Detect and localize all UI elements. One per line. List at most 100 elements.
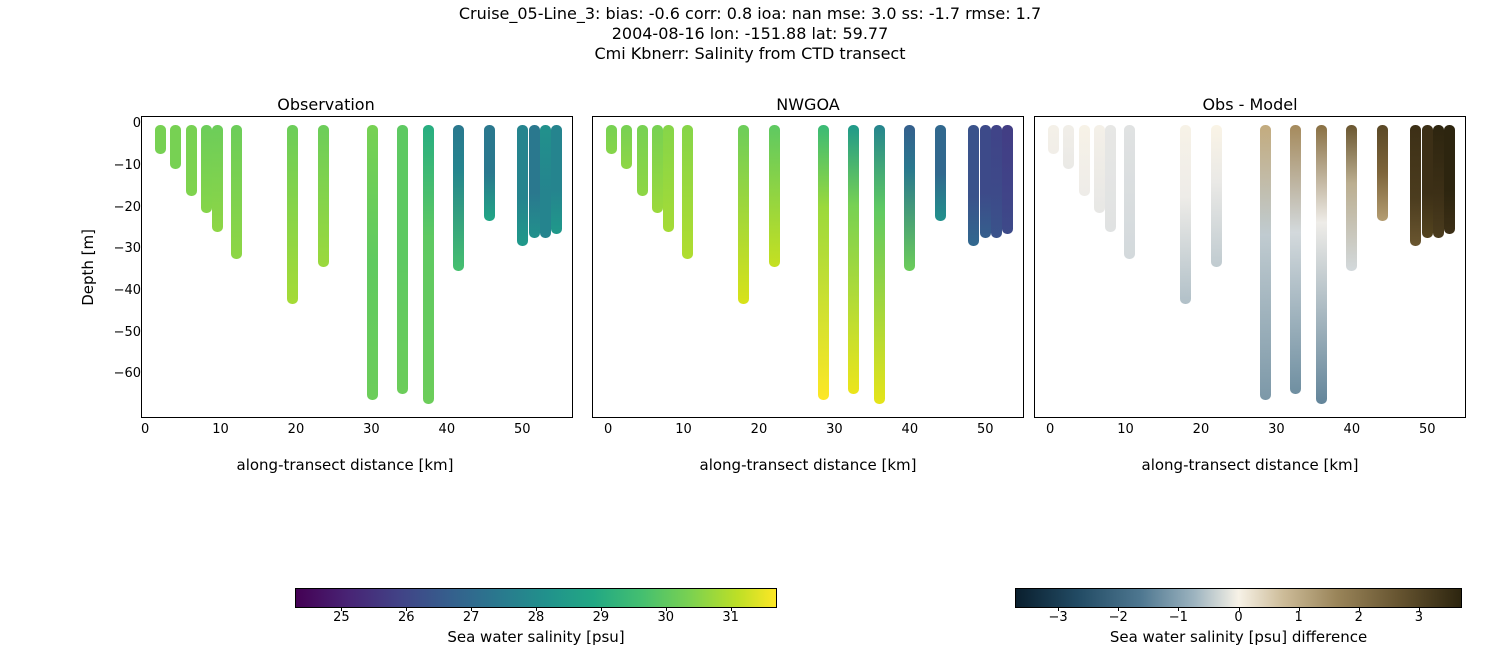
ctd-profile (968, 125, 979, 246)
x-tick-label: 50 (514, 422, 531, 437)
colorbar-label: Sea water salinity [psu] difference (1110, 628, 1367, 646)
ctd-profile (423, 125, 434, 404)
ctd-profile (551, 125, 562, 233)
ctd-profile (287, 125, 298, 304)
colorbar-tick-label: 25 (333, 610, 350, 625)
ctd-profile (186, 125, 197, 196)
colorbar-ticks: −3−2−10123 (1016, 610, 1461, 626)
x-tick-label: 50 (977, 422, 994, 437)
ctd-profile (621, 125, 632, 169)
colorbar-tick-label: 2 (1355, 610, 1363, 625)
y-tick-label: −10 (114, 158, 141, 173)
colorbar-tick-label: −1 (1169, 610, 1188, 625)
ctd-profile (606, 125, 617, 154)
y-axis-label: Depth [m] (79, 229, 97, 306)
colorbar-1: −3−2−10123Sea water salinity [psu] diffe… (1015, 588, 1462, 646)
x-tick-label: 30 (363, 422, 380, 437)
ctd-profile (818, 125, 829, 400)
ctd-profile (980, 125, 991, 238)
ctd-profile (904, 125, 915, 271)
ctd-profile (1260, 125, 1271, 400)
x-tick-label: 0 (141, 422, 149, 437)
colorbar-gradient (295, 588, 777, 608)
ctd-profile (848, 125, 859, 394)
x-axis-ticks: 01020304050 (593, 422, 1023, 438)
ctd-profile (1316, 125, 1327, 404)
colorbar-tick-label: 29 (593, 610, 610, 625)
panel-row: ObservationDepth [m]0−10−20−30−40−50−600… (70, 95, 1466, 474)
ctd-profile (397, 125, 408, 394)
colorbar-tick-label: −3 (1049, 610, 1068, 625)
x-tick-label: 30 (1268, 422, 1285, 437)
ctd-profile (367, 125, 378, 400)
x-tick-label: 40 (1344, 422, 1361, 437)
ctd-profile (1346, 125, 1357, 271)
ctd-profile (769, 125, 780, 267)
ctd-profile (1211, 125, 1222, 267)
plot-area (592, 116, 1024, 418)
ctd-profile (231, 125, 242, 258)
x-axis-ticks: 01020304050 (1035, 422, 1465, 438)
figure-title: Cruise_05-Line_3: bias: -0.6 corr: 0.8 i… (0, 4, 1500, 64)
x-tick-label: 50 (1419, 422, 1436, 437)
ctd-profile (935, 125, 946, 221)
colorbar-tick-label: 30 (657, 610, 674, 625)
colorbar-0: 25262728293031Sea water salinity [psu] (295, 588, 777, 646)
y-tick-label: 0 (133, 116, 141, 131)
colorbar-tick-label: 28 (528, 610, 545, 625)
panel-title: Obs - Model (1202, 95, 1297, 114)
colorbar-tick-label: 3 (1415, 610, 1423, 625)
colorbar-tick-label: 1 (1294, 610, 1302, 625)
x-tick-label: 10 (675, 422, 692, 437)
ctd-profile (484, 125, 495, 221)
ctd-profile (1048, 125, 1059, 154)
y-tick-label: −30 (114, 241, 141, 256)
ctd-profile (637, 125, 648, 196)
ctd-profile (453, 125, 464, 271)
plot-area (141, 116, 573, 418)
ctd-profile (318, 125, 329, 267)
ctd-profile (155, 125, 166, 154)
plot-area (1034, 116, 1466, 418)
ctd-profile (682, 125, 693, 258)
ctd-profile (1094, 125, 1105, 213)
y-tick-label: −50 (114, 325, 141, 340)
panel-1: NWGOA01020304050along-transect distance … (592, 95, 1024, 474)
ctd-profile (652, 125, 663, 213)
x-tick-label: 30 (826, 422, 843, 437)
y-tick-label: −20 (114, 200, 141, 215)
x-axis-ticks: 01020304050 (130, 422, 560, 438)
title-line-2: 2004-08-16 lon: -151.88 lat: 59.77 (0, 24, 1500, 44)
panel-title: Observation (277, 95, 374, 114)
x-axis-label: along-transect distance [km] (237, 456, 454, 474)
y-tick-label: −40 (114, 283, 141, 298)
ctd-profile (1290, 125, 1301, 394)
ctd-profile (1377, 125, 1388, 221)
ctd-profile (1410, 125, 1421, 246)
x-tick-label: 40 (902, 422, 919, 437)
colorbar-tick-label: −2 (1109, 610, 1128, 625)
ctd-profile (874, 125, 885, 404)
ctd-profile (663, 125, 674, 231)
x-axis-label: along-transect distance [km] (700, 456, 917, 474)
panel-title: NWGOA (776, 95, 839, 114)
colorbar-tick-label: 27 (463, 610, 480, 625)
title-line-3: Cmi Kbnerr: Salinity from CTD transect (0, 44, 1500, 64)
ctd-profile (1433, 125, 1444, 238)
panel-0: ObservationDepth [m]0−10−20−30−40−50−600… (70, 95, 582, 474)
ctd-profile (540, 125, 551, 238)
ctd-profile (170, 125, 181, 169)
ctd-profile (1079, 125, 1090, 196)
ctd-profile (991, 125, 1002, 238)
y-axis-ticks: 0 −10 −20 −30 −40 −50 −60 (101, 116, 141, 416)
ctd-profile (1180, 125, 1191, 304)
ctd-profile (738, 125, 749, 304)
x-tick-label: 10 (1117, 422, 1134, 437)
x-tick-label: 0 (1046, 422, 1054, 437)
ctd-profile (1002, 125, 1013, 233)
colorbar-gradient (1015, 588, 1462, 608)
y-tick-label: −60 (114, 366, 141, 381)
x-axis-label: along-transect distance [km] (1142, 456, 1359, 474)
ctd-profile (1063, 125, 1074, 169)
x-tick-label: 20 (288, 422, 305, 437)
